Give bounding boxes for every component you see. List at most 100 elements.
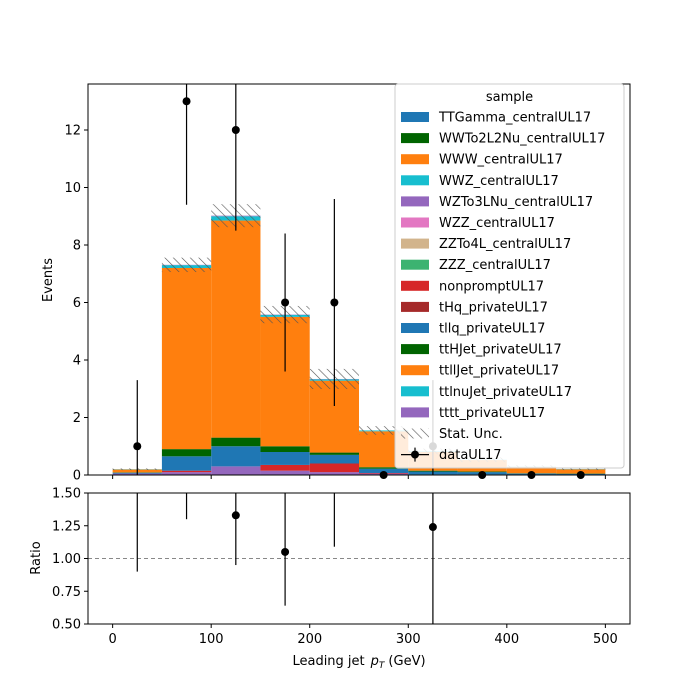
ratio-ytick-label-0: 0.50 bbox=[52, 618, 81, 633]
data-point-3 bbox=[281, 298, 290, 307]
legend-swatch-www-centralul17 bbox=[401, 154, 429, 165]
ratio-point-0 bbox=[231, 511, 240, 520]
x-axis-label-text: Leading jet bbox=[292, 654, 364, 669]
legend-label-thq-privateul17: tHq_privateUL17 bbox=[439, 300, 548, 315]
xtick-label-1: 100 bbox=[199, 632, 224, 647]
legend-swatch-stat-unc- bbox=[401, 428, 429, 439]
ratio-ytick-label-1: 0.75 bbox=[52, 585, 81, 600]
ratio-plot-panel: 0.50 0.75 1.00 1.25 1.50 0 100 200 300 400 500 Ra… bbox=[29, 487, 631, 671]
xtick-label-3: 300 bbox=[396, 632, 421, 647]
main-x-ticks bbox=[112, 475, 606, 479]
ratio-ytick-label-4: 1.50 bbox=[52, 487, 81, 502]
bar-wzto3lnu-centralul17-bin-1 bbox=[161, 472, 212, 475]
bar-tthjet-privateul17-bin-4 bbox=[309, 452, 359, 455]
legend-label-ttlljet-privateul17: ttllJet_privateUL17 bbox=[439, 364, 559, 379]
main-ytick-label-4: 8 bbox=[73, 239, 81, 254]
legend-marker-dataul17 bbox=[411, 450, 419, 459]
legend-label-wzto3lnu-centralul17: WZTo3LNu_centralUL17 bbox=[439, 195, 593, 210]
bar-wzto3lnu-centralul17-bin-2 bbox=[211, 466, 261, 475]
ratio-points bbox=[136, 493, 437, 624]
legend-swatch-ttgamma-centralul17 bbox=[401, 112, 429, 122]
xtick-label-2: 200 bbox=[297, 632, 322, 647]
bar-ttlljet-privateul17-bin-1 bbox=[161, 268, 212, 450]
legend-swatch-nonpromptul17 bbox=[401, 280, 429, 291]
ratio-y-ticks: 0.50 0.75 1.00 1.25 1.50 bbox=[52, 487, 88, 633]
main-ytick-label-0: 0 bbox=[73, 469, 81, 484]
legend-label-zzz-centralul17: ZZZ_centralUL17 bbox=[439, 258, 551, 273]
legend-swatch-thq-privateul17 bbox=[401, 301, 429, 312]
legend-label-wwto2l2nu-centralul17: WWTo2L2Nu_centralUL17 bbox=[439, 132, 605, 147]
main-ytick-label-5: 10 bbox=[64, 181, 81, 196]
legend-label-zzto4l-centralul17: ZZTo4L_centralUL17 bbox=[439, 237, 571, 252]
main-y-axis-label: Events bbox=[41, 258, 56, 302]
legend-label-tllq-privateul17: tllq_privateUL17 bbox=[439, 322, 545, 337]
data-point-2 bbox=[231, 126, 240, 134]
legend-swatch-zzto4l-centralul17 bbox=[401, 238, 429, 249]
legend-label-dataul17: dataUL17 bbox=[439, 448, 502, 463]
bar-tllq-privateul17-bin-4 bbox=[309, 454, 359, 464]
legend-label-tthjet-privateul17: ttHJet_privateUL17 bbox=[439, 343, 562, 358]
bar-nonpromptul17-bin-1 bbox=[161, 470, 212, 473]
ratio-ytick-label-3: 1.25 bbox=[52, 519, 81, 534]
main-ytick-label-1: 2 bbox=[73, 411, 81, 426]
bar-tllq-privateul17-bin-3 bbox=[260, 452, 310, 465]
legend-swatch-ttlnujet-privateul17 bbox=[401, 386, 429, 397]
ratio-axes-frame bbox=[87, 492, 631, 625]
data-point-1 bbox=[182, 97, 191, 106]
legend-label-ttgamma-centralul17: TTGamma_centralUL17 bbox=[438, 111, 591, 126]
ratio-x-ticks: 0 100 200 300 400 500 bbox=[108, 624, 618, 647]
legend-label-wzz-centralul17: WZZ_centralUL17 bbox=[439, 216, 555, 231]
x-axis-label-unit: (GeV) bbox=[388, 654, 425, 669]
bar-wzto3lnu-centralul17-bin-4 bbox=[309, 472, 359, 475]
legend-label-stat-unc-: Stat. Unc. bbox=[439, 427, 503, 442]
stat-unc-bin-9 bbox=[556, 467, 606, 471]
main-ytick-label-3: 6 bbox=[73, 296, 81, 311]
main-y-ticks: 0 2 4 6 8 10 12 bbox=[64, 124, 88, 484]
bar-wzto3lnu-centralul17-bin-3 bbox=[260, 470, 310, 475]
bar-tthjet-privateul17-bin-3 bbox=[260, 446, 310, 452]
ratio-y-axis-label: Ratio bbox=[29, 541, 44, 574]
stat-unc-bin-5 bbox=[359, 426, 409, 435]
bar-nonpromptul17-bin-3 bbox=[260, 464, 310, 471]
legend-swatch-wwz-centralul17 bbox=[401, 175, 429, 186]
xtick-label-4: 400 bbox=[494, 632, 519, 647]
legend-swatch-wzto3lnu-centralul17 bbox=[401, 196, 429, 207]
x-axis-label: Leading jet pT (GeV) bbox=[292, 654, 425, 671]
legend: sample TTGamma_centralUL17 WWTo2L2Nu_centr… bbox=[394, 83, 625, 469]
xtick-label-5: 500 bbox=[593, 632, 618, 647]
xtick-label-0: 0 bbox=[108, 632, 116, 647]
legend-swatch-ttlljet-privateul17 bbox=[401, 365, 429, 376]
legend-title: sample bbox=[486, 90, 533, 105]
ratio-point-2 bbox=[428, 523, 437, 532]
legend-label-wwz-centralul17: WWZ_centralUL17 bbox=[439, 174, 559, 189]
stat-unc-bin-1 bbox=[161, 257, 212, 273]
legend-swatch-wzz-centralul17 bbox=[401, 217, 429, 228]
x-axis-label-math: p bbox=[370, 654, 379, 669]
legend-box bbox=[394, 83, 625, 469]
ratio-ytick-label-2: 1.00 bbox=[52, 552, 81, 567]
bar-ttlljet-privateul17-bin-2 bbox=[211, 220, 261, 438]
x-axis-label-sub: T bbox=[379, 661, 386, 671]
legend-swatch-zzz-centralul17 bbox=[401, 259, 429, 270]
bar-ttlljet-privateul17-bin-8 bbox=[506, 466, 557, 474]
bar-tthjet-privateul17-bin-5 bbox=[359, 467, 409, 469]
legend-swatch-tllq-privateul17 bbox=[401, 323, 429, 333]
legend-swatch-tthjet-privateul17 bbox=[401, 344, 429, 355]
ratio-point-1 bbox=[281, 547, 290, 556]
bar-tthjet-privateul17-bin-2 bbox=[211, 437, 261, 447]
bar-tllq-privateul17-bin-5 bbox=[359, 468, 409, 473]
legend-label-ttlnujet-privateul17: ttlnuJet_privateUL17 bbox=[439, 385, 572, 400]
bar-tthjet-privateul17-bin-1 bbox=[161, 449, 212, 457]
main-ytick-label-2: 4 bbox=[73, 354, 81, 369]
main-axes-frame bbox=[87, 83, 631, 476]
data-point-0 bbox=[133, 442, 142, 451]
legend-label-www-centralul17: WWW_centralUL17 bbox=[439, 153, 563, 168]
legend-swatch-wwto2l2nu-centralul17 bbox=[401, 133, 429, 144]
legend-label-nonpromptul17: nonpromptUL17 bbox=[439, 279, 544, 294]
legend-label-tttt-privateul17: tttt_privateUL17 bbox=[439, 406, 545, 421]
bar-tllq-privateul17-bin-2 bbox=[211, 446, 261, 467]
data-point-4 bbox=[330, 298, 339, 307]
bar-nonpromptul17-bin-4 bbox=[309, 463, 359, 473]
main-plot-panel: 0 2 4 6 8 10 12 Events bbox=[41, 83, 631, 484]
